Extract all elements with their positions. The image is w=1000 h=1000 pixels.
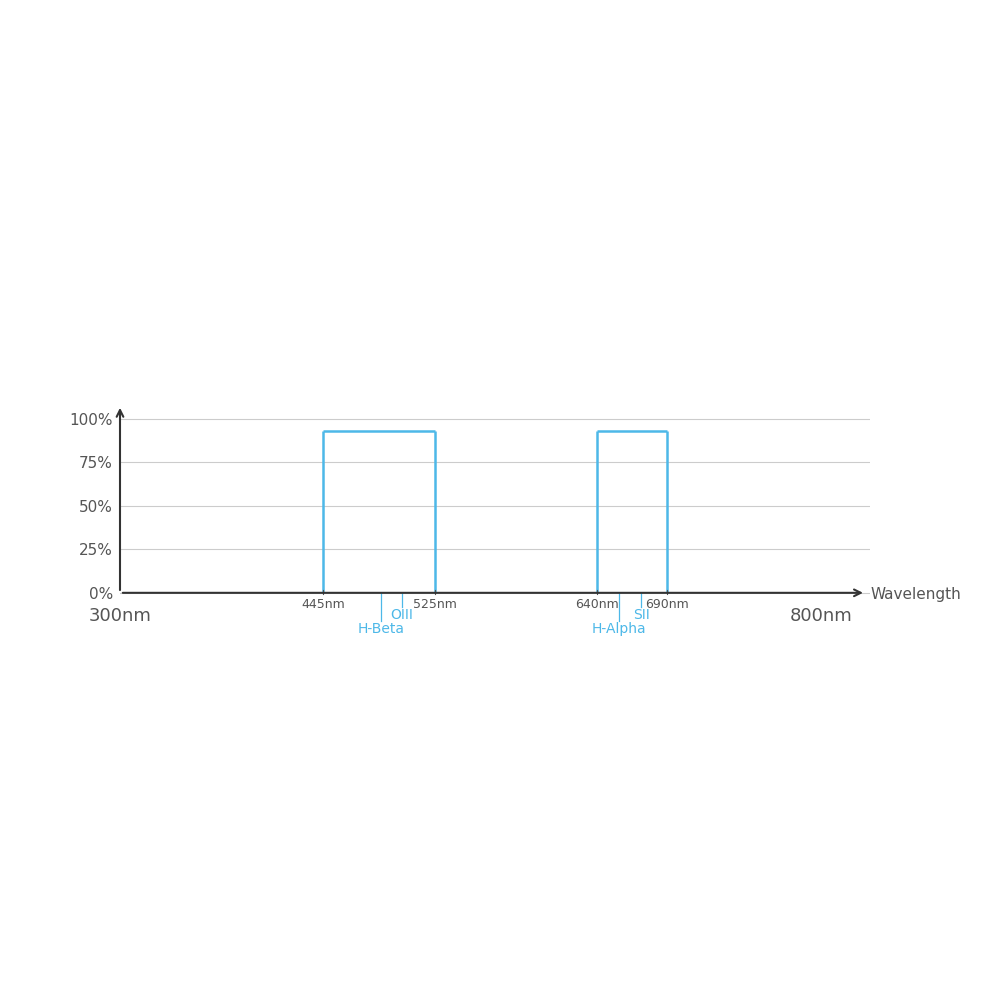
Text: 445nm: 445nm xyxy=(301,598,345,611)
Text: 300nm: 300nm xyxy=(89,607,151,625)
Text: 525nm: 525nm xyxy=(413,598,457,611)
Text: SII: SII xyxy=(633,608,650,622)
Text: 640nm: 640nm xyxy=(575,598,619,611)
Text: Wavelength: Wavelength xyxy=(870,587,961,602)
Text: 800nm: 800nm xyxy=(790,607,852,625)
Text: OIII: OIII xyxy=(390,608,413,622)
Text: H-Alpha: H-Alpha xyxy=(592,622,646,636)
Text: H-Beta: H-Beta xyxy=(357,622,404,636)
Text: 690nm: 690nm xyxy=(645,598,689,611)
